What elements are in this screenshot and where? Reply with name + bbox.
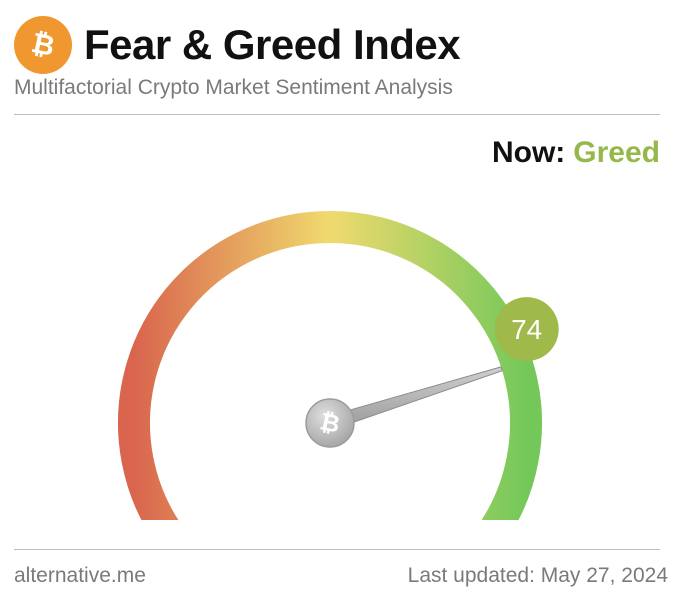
page-subtitle: Multifactorial Crypto Market Sentiment A… [14,76,453,99]
gauge-hub-bitcoin-icon [305,398,355,448]
fear-greed-gauge: ₿ 74 [118,211,559,520]
gauge-arc [118,211,542,520]
current-sentiment: Now: Greed [492,133,660,173]
now-label: Now: [491,136,566,169]
bitcoin-logo-icon: ₿ [14,16,72,74]
page-title: Fear & Greed Index [84,21,461,68]
last-updated: Last updated: May 27, 2024 [407,564,668,587]
gauge-value: 74 [511,314,542,345]
source-link[interactable]: alternative.me [14,564,146,587]
svg-text:₿: ₿ [29,28,58,62]
top-divider [14,114,660,115]
now-value: Greed [573,136,660,169]
gauge-value-badge [494,297,559,362]
bottom-divider [14,549,660,550]
